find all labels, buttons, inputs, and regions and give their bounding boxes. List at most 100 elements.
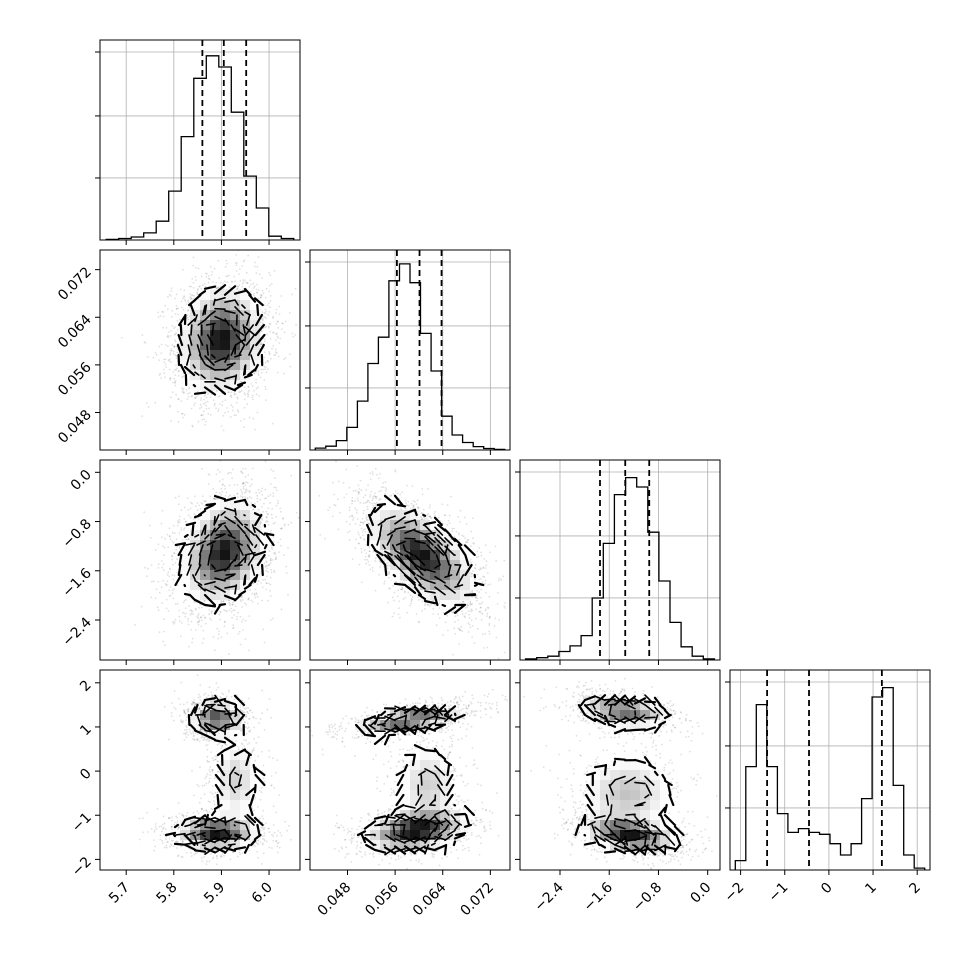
- scatter-point: [176, 319, 179, 322]
- scatter-point: [243, 426, 245, 428]
- scatter-point: [191, 502, 193, 505]
- scatter-point: [215, 390, 218, 392]
- scatter-point: [217, 410, 220, 413]
- scatter-point: [200, 414, 203, 417]
- scatter-point: [217, 259, 220, 262]
- scatter-point: [188, 605, 191, 607]
- scatter-point: [265, 310, 267, 313]
- scatter-point: [263, 379, 266, 382]
- scatter-point: [241, 496, 244, 499]
- scatter-point: [162, 368, 165, 371]
- scatter-point: [265, 588, 268, 591]
- scatter-point: [192, 256, 195, 259]
- scatter-point: [171, 310, 174, 312]
- scatter-point: [176, 367, 178, 370]
- scatter-point: [264, 565, 267, 567]
- density-cell: [180, 340, 191, 351]
- scatter-point: [282, 322, 284, 325]
- scatter-point: [161, 536, 163, 539]
- scatter-point: [169, 567, 171, 570]
- scatter-point: [191, 277, 194, 280]
- scatter-point: [200, 616, 202, 619]
- scatter-point: [186, 392, 189, 395]
- scatter-point: [186, 398, 189, 401]
- scatter-point: [182, 375, 185, 378]
- scatter-point: [261, 322, 264, 324]
- scatter-point: [150, 564, 153, 566]
- scatter-point: [201, 495, 204, 498]
- scatter-point: [223, 620, 226, 623]
- scatter-point: [265, 399, 267, 401]
- scatter-point: [269, 330, 271, 333]
- scatter-point: [283, 358, 285, 361]
- scatter-point: [218, 633, 220, 635]
- scatter-point: [265, 366, 267, 369]
- scatter-point: [154, 351, 157, 354]
- scatter-point: [257, 289, 260, 291]
- scatter-point: [170, 287, 173, 290]
- scatter-point: [247, 254, 250, 257]
- scatter-point: [263, 562, 266, 565]
- scatter-point: [224, 399, 227, 402]
- scatter-point: [162, 326, 164, 329]
- scatter-point: [166, 580, 169, 583]
- scatter-point: [165, 366, 168, 368]
- scatter-point: [207, 482, 210, 485]
- scatter-point: [215, 407, 218, 410]
- scatter-point: [171, 531, 174, 534]
- scatter-point: [267, 564, 270, 567]
- scatter-point: [169, 377, 172, 380]
- scatter-point: [261, 519, 264, 521]
- scatter-point: [230, 472, 232, 474]
- scatter-point: [197, 267, 200, 270]
- scatter-point: [240, 380, 242, 383]
- scatter-point: [205, 276, 208, 278]
- scatter-point: [174, 603, 177, 606]
- scatter-point: [145, 402, 148, 404]
- scatter-point: [278, 551, 280, 553]
- scatter-point: [146, 575, 148, 578]
- scatter-point: [276, 371, 279, 374]
- scatter-point: [248, 416, 251, 419]
- scatter-point: [204, 285, 207, 288]
- scatter-point: [157, 311, 159, 314]
- scatter-point: [162, 640, 165, 643]
- scatter-point: [274, 553, 277, 555]
- scatter-point: [219, 471, 221, 473]
- scatter-point: [273, 486, 276, 489]
- scatter-point: [234, 393, 237, 395]
- scatter-point: [245, 488, 248, 491]
- scatter-point: [213, 649, 216, 652]
- scatter-point: [205, 407, 208, 410]
- scatter-point: [202, 629, 205, 632]
- scatter-point: [195, 395, 198, 398]
- scatter-point: [187, 318, 190, 321]
- pair-panel-0-1: [99, 249, 301, 451]
- scatter-point: [267, 507, 270, 510]
- scatter-point: [271, 422, 274, 425]
- scatter-point: [291, 293, 293, 296]
- scatter-point: [183, 298, 186, 301]
- scatter-point: [239, 615, 242, 618]
- scatter-point: [269, 589, 271, 592]
- scatter-point: [207, 281, 210, 284]
- scatter-point: [272, 495, 275, 497]
- scatter-point: [190, 501, 192, 504]
- scatter-point: [193, 513, 196, 515]
- scatter-point: [224, 495, 227, 497]
- scatter-point: [287, 593, 289, 596]
- scatter-point: [292, 335, 295, 338]
- scatter-point: [170, 295, 172, 297]
- density-cell: [210, 330, 221, 341]
- scatter-point: [246, 403, 249, 406]
- scatter-point: [151, 580, 153, 583]
- scatter-point: [247, 386, 250, 388]
- scatter-point: [227, 472, 229, 475]
- scatter-point: [279, 538, 282, 541]
- scatter-point: [240, 600, 242, 603]
- scatter-point: [275, 556, 277, 559]
- scatter-point: [264, 488, 267, 491]
- scatter-point: [252, 508, 255, 511]
- scatter-point: [230, 607, 233, 610]
- density-cell: [240, 350, 251, 361]
